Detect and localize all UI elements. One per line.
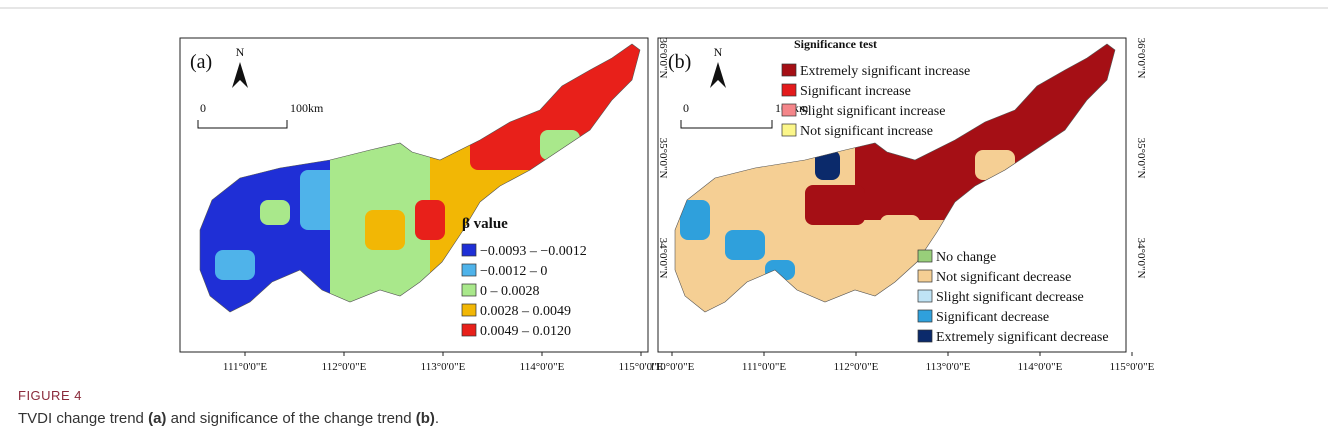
x-tick-label: 110°0'0"E [650, 361, 695, 373]
legend-label: No change [936, 250, 996, 265]
scale-label: 0 [200, 101, 206, 115]
y-tick-label: 35°0'0"N [657, 138, 669, 179]
map-frame [657, 37, 1127, 353]
legend-label: 0.0049 – 0.0120 [480, 324, 571, 339]
y-tick-label: 36°0'0"N [1135, 38, 1147, 79]
legend-swatch [917, 289, 933, 303]
y-tick-label: 34°0'0"N [657, 238, 669, 279]
scale-bar [680, 120, 773, 129]
scale-label: 100km [290, 101, 324, 115]
legend-swatch [461, 263, 477, 277]
scale-bar [197, 120, 288, 129]
legend-label: Significant decrease [936, 310, 1049, 325]
legend-swatch [917, 329, 933, 343]
north-label: N [236, 45, 245, 59]
map-patch [680, 200, 710, 240]
legend-label: −0.0012 – 0 [480, 264, 547, 279]
figure-label: FIGURE 4 [18, 388, 82, 403]
caption-ref: (b) [415, 410, 435, 427]
map-patch [365, 210, 405, 250]
legend-label: −0.0093 – −0.0012 [480, 244, 587, 259]
map-patch [260, 200, 290, 225]
y-tick-label: 36°0'0"N [657, 38, 669, 79]
figure-caption: TVDI change trend (a) and significance o… [18, 410, 439, 427]
x-tick-label: 115°0'0"E [1110, 361, 1155, 373]
x-tick-label: 112°0'0"E [322, 361, 367, 373]
legend-label: Significant increase [800, 84, 911, 99]
map-outline [674, 43, 1116, 313]
panel-label: (a) [190, 51, 212, 73]
legend-swatch [781, 103, 797, 117]
figure-graphic: (a) N 0 100km 111°0'0"E 112°0'0"E 113°0'0"E 114… [0, 7, 1328, 373]
map-patch [725, 230, 765, 260]
x-tick-label: 114°0'0"E [520, 361, 565, 373]
caption-text: and significance of the change trend [166, 410, 416, 427]
legend-swatch [461, 323, 477, 337]
legend-swatch [917, 309, 933, 323]
y-tick-label: 34°0'0"N [1135, 238, 1147, 279]
caption-ref: (a) [148, 410, 167, 427]
map-outline [199, 43, 641, 313]
legend-label: Not significant decrease [936, 270, 1071, 285]
map-patch [540, 130, 580, 160]
legend-title: Significance test [794, 37, 877, 51]
map-patch [880, 215, 920, 265]
legend-label: 0.0028 – 0.0049 [480, 304, 571, 319]
legend-title: β value [462, 216, 508, 232]
legend-swatch [781, 63, 797, 77]
north-label: N [714, 45, 723, 59]
x-tick-label: 111°0'0"E [742, 361, 787, 373]
x-tick-label: 111°0'0"E [223, 361, 268, 373]
legend-label: Extremely significant decrease [936, 330, 1109, 345]
legend-swatch [781, 83, 797, 97]
north-arrow [710, 62, 726, 88]
map-region [200, 44, 640, 312]
scale-label: 0 [683, 101, 689, 115]
north-arrow [232, 62, 248, 88]
map-patch [415, 200, 445, 240]
legend-swatch [917, 249, 933, 263]
x-tick-label: 113°0'0"E [421, 361, 466, 373]
legend-label: Not significant increase [800, 124, 933, 139]
legend-swatch [461, 303, 477, 317]
legend-label: Slight significant increase [800, 104, 945, 119]
legend-label: 0 – 0.0028 [480, 284, 540, 299]
y-tick-label: 35°0'0"N [1135, 138, 1147, 179]
map-patch [765, 260, 795, 280]
x-tick-label: 115°0'0"E [619, 361, 664, 373]
legend-swatch [781, 123, 797, 137]
legend-swatch [917, 269, 933, 283]
x-tick-label: 114°0'0"E [1018, 361, 1063, 373]
x-tick-label: 112°0'0"E [834, 361, 879, 373]
map-patch [470, 44, 640, 170]
map-patch [815, 150, 840, 180]
legend-swatch [461, 283, 477, 297]
caption-text: TVDI change trend [18, 410, 149, 427]
map-frame [179, 37, 649, 353]
map-patch [805, 185, 865, 225]
legend-swatch [461, 243, 477, 257]
caption-text: . [434, 410, 440, 427]
panel-label: (b) [668, 51, 691, 73]
legend-label: Slight significant decrease [936, 290, 1084, 305]
legend-label: Extremely significant increase [800, 64, 970, 79]
x-tick-label: 113°0'0"E [926, 361, 971, 373]
map-patch [215, 250, 255, 280]
